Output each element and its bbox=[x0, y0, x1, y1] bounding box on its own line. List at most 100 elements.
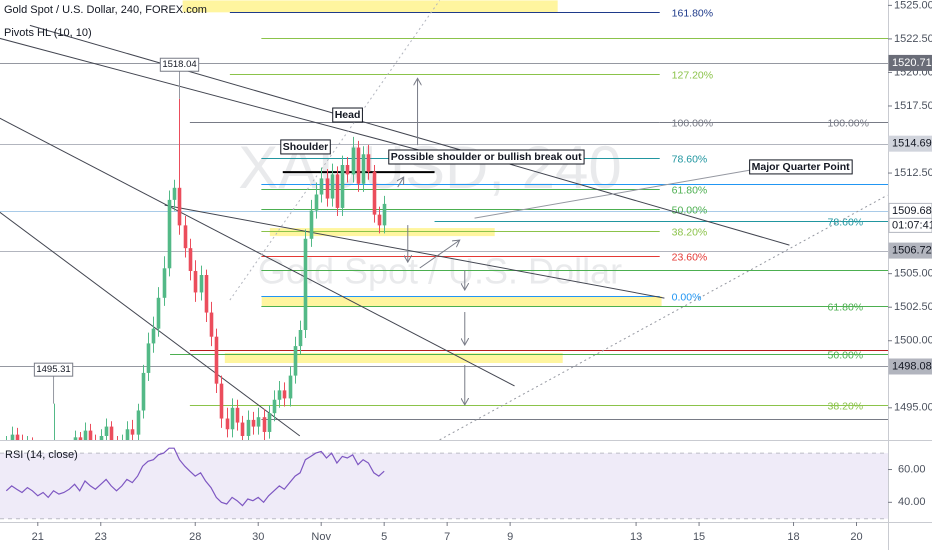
level-label: 78.60% bbox=[672, 153, 708, 165]
y-tick-label: 1525.00 bbox=[894, 0, 932, 11]
price-tag bbox=[888, 54, 932, 71]
level-label: 23.60% bbox=[672, 251, 708, 263]
y-tick-label: 1517.50 bbox=[894, 100, 932, 112]
candle-body bbox=[262, 417, 267, 432]
price-tag bbox=[888, 135, 932, 152]
pivot-label: 1518.04 bbox=[162, 59, 196, 70]
y-tick-label: 1512.50 bbox=[894, 167, 932, 179]
x-tick-label: 20 bbox=[850, 531, 862, 543]
candle-body bbox=[156, 297, 161, 329]
trend-line bbox=[0, 117, 515, 387]
highlight-band bbox=[224, 352, 563, 363]
candle-body bbox=[345, 165, 350, 175]
trend-line bbox=[0, 37, 420, 151]
rsi-pane bbox=[0, 447, 888, 520]
pivot-label: 1495.31 bbox=[36, 364, 70, 375]
candle-body bbox=[193, 270, 198, 293]
x-tick-label: 13 bbox=[630, 531, 642, 543]
candle-body bbox=[162, 268, 167, 298]
candle-body bbox=[88, 430, 93, 440]
candle-body bbox=[366, 154, 371, 172]
x-tick-label: 7 bbox=[444, 531, 450, 543]
candle-body bbox=[219, 383, 224, 419]
candle-body bbox=[240, 422, 245, 436]
price-tag-label: 1498.08 bbox=[892, 360, 932, 372]
candle-body bbox=[335, 174, 340, 208]
rsi-tick-label: 40.00 bbox=[898, 496, 926, 508]
x-tick-label: 5 bbox=[381, 531, 387, 543]
candle-body bbox=[356, 147, 361, 184]
candle-body bbox=[314, 194, 319, 211]
candle-body bbox=[330, 174, 335, 199]
candle-body bbox=[125, 429, 130, 440]
y-tick-label: 1505.00 bbox=[894, 268, 932, 280]
level-label: 78.60% bbox=[828, 216, 864, 228]
level-label: 61.80% bbox=[672, 184, 708, 196]
price-tag-label: 1509.68 bbox=[892, 205, 932, 217]
candle-body bbox=[167, 199, 172, 269]
price-tag bbox=[888, 358, 932, 375]
indicator-legend: Pivots HL (10, 10) bbox=[4, 27, 92, 39]
annotation-box bbox=[280, 139, 331, 155]
annotation: Possible shoulder or bullish break out bbox=[391, 151, 582, 163]
level-label: 127.20% bbox=[672, 69, 713, 81]
main-pane: 161.80% 127.20% 100.00% 100.00% 78.60% 61.80%… bbox=[0, 0, 888, 440]
highlight-band bbox=[269, 228, 495, 237]
candle-body bbox=[230, 407, 235, 430]
x-tick-label: 18 bbox=[787, 531, 799, 543]
candle-body bbox=[340, 165, 345, 208]
candle-body bbox=[204, 275, 209, 313]
arrow bbox=[419, 240, 460, 269]
candle-body bbox=[209, 312, 214, 337]
y-tick-label: 1495.00 bbox=[894, 402, 932, 414]
candle-body bbox=[267, 413, 272, 432]
countdown-tag bbox=[888, 217, 932, 233]
candle-body bbox=[73, 437, 78, 440]
y-tick-label: 1502.50 bbox=[894, 301, 932, 313]
x-tick-label: 23 bbox=[95, 531, 107, 543]
candle-body bbox=[251, 419, 256, 427]
countdown-label: 01:07:41 bbox=[892, 219, 932, 231]
candle-body bbox=[282, 390, 287, 399]
annotation-box bbox=[332, 107, 363, 123]
candle-body bbox=[303, 238, 308, 330]
pivot-label-box bbox=[159, 57, 200, 72]
trend-line bbox=[164, 204, 665, 299]
candle-body bbox=[377, 214, 382, 226]
level-label: 100.00% bbox=[828, 117, 869, 129]
candle-body bbox=[225, 418, 230, 430]
candle-body bbox=[199, 275, 204, 293]
annotation: Shoulder bbox=[283, 141, 329, 153]
x-tick-label: Nov bbox=[311, 531, 331, 543]
price-tag-label: 1506.72 bbox=[892, 244, 932, 256]
candle-body bbox=[246, 419, 251, 436]
annotation: Head bbox=[335, 109, 361, 121]
candle-body bbox=[177, 187, 182, 226]
candle-body bbox=[214, 336, 219, 384]
x-tick-label: 15 bbox=[693, 531, 705, 543]
level-label: 38.20% bbox=[672, 226, 708, 238]
candle-body bbox=[83, 430, 88, 440]
rsi-band bbox=[0, 453, 888, 519]
candle-body bbox=[130, 429, 135, 435]
highlight-band bbox=[182, 0, 558, 13]
candle-body bbox=[293, 346, 298, 376]
rsi-tick-label: 60.00 bbox=[898, 463, 926, 475]
level-label: 61.80% bbox=[828, 301, 864, 313]
pivot-label-box bbox=[33, 362, 74, 377]
price-tag-label: 1514.69 bbox=[892, 138, 932, 150]
candle-body bbox=[372, 171, 377, 215]
annotation-box bbox=[388, 149, 585, 165]
chart-title: Gold Spot / U.S. Dollar, 240, FOREX.com bbox=[4, 4, 207, 16]
trend-line bbox=[474, 169, 750, 219]
level-label: 50.00% bbox=[828, 349, 864, 361]
candle-body bbox=[172, 187, 177, 200]
candle-body bbox=[235, 407, 240, 423]
level-label: 0.00% bbox=[672, 291, 702, 303]
candle-body bbox=[141, 372, 146, 411]
candle-body bbox=[288, 375, 293, 399]
x-tick-label: 9 bbox=[507, 531, 513, 543]
trend-line bbox=[29, 24, 790, 246]
candle-body bbox=[136, 410, 141, 435]
